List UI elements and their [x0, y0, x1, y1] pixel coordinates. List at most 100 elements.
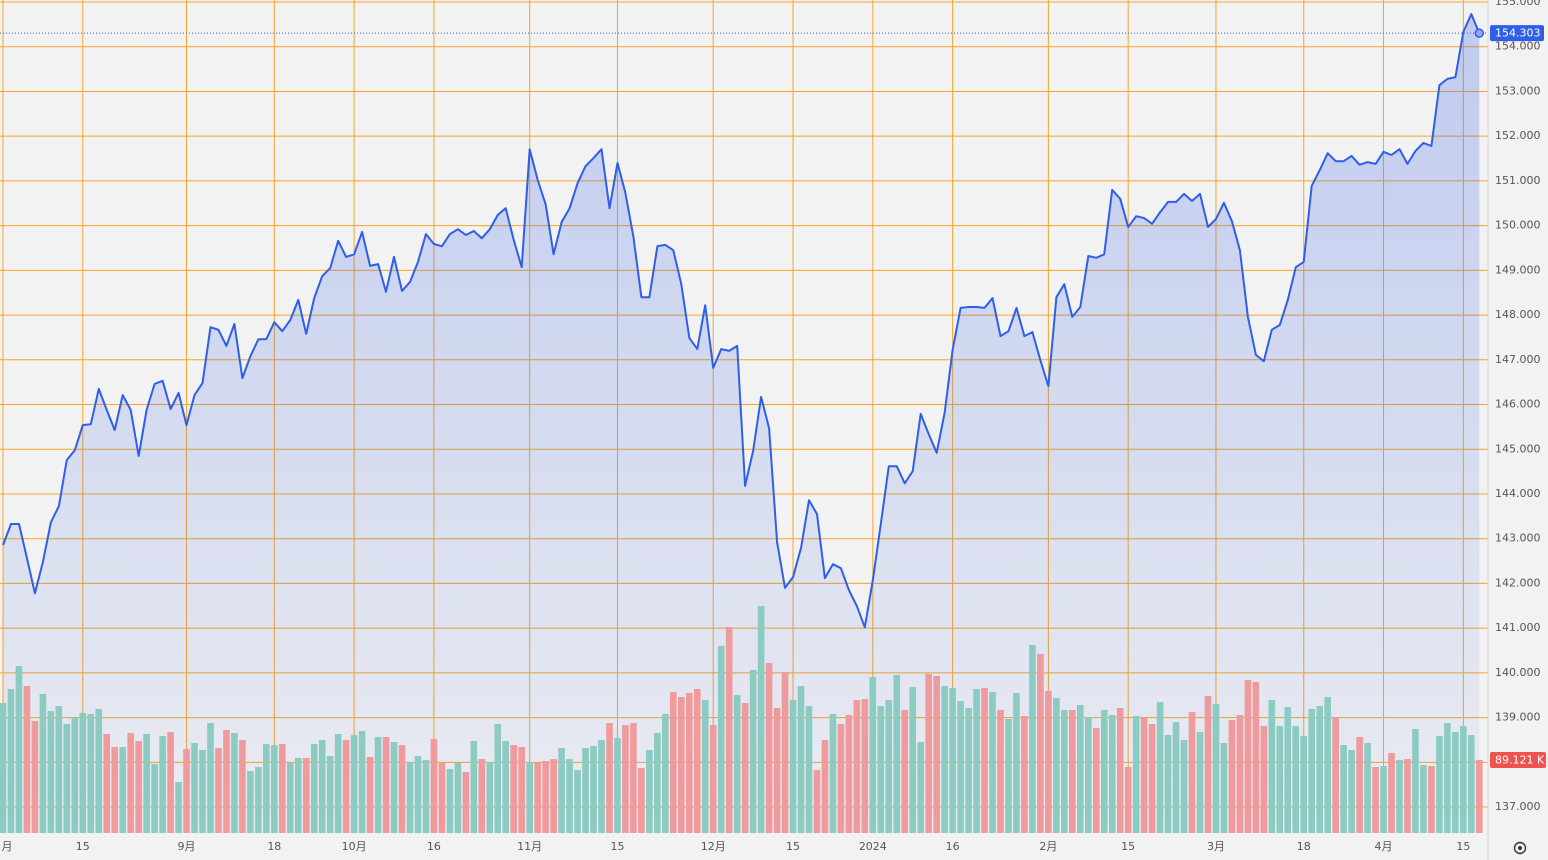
- volume-bar: [813, 770, 821, 833]
- volume-bar: [191, 742, 198, 833]
- volume-bar: [829, 713, 837, 833]
- volume-bar: [678, 697, 685, 833]
- volume-bar: [1308, 708, 1316, 833]
- volume-bar: [79, 713, 87, 833]
- y-tick-label: 155.000: [1495, 0, 1541, 8]
- volume-bar: [167, 732, 174, 833]
- x-tick-label: 月: [2, 840, 13, 853]
- volume-bar: [1420, 765, 1427, 833]
- volume-bar: [853, 699, 861, 833]
- settings-dot[interactable]: [1518, 846, 1522, 850]
- volume-bar: [159, 736, 166, 833]
- volume-bar: [622, 725, 629, 833]
- volume-bar: [614, 737, 621, 833]
- volume-bar: [350, 735, 358, 833]
- x-tick-label: 15: [610, 840, 624, 853]
- volume-bar: [358, 731, 366, 833]
- volume-bar: [1476, 760, 1483, 833]
- volume-bar: [430, 738, 438, 833]
- x-tick-label: 16: [427, 840, 441, 853]
- y-tick-label: 140.000: [1495, 666, 1541, 679]
- volume-bar: [941, 685, 948, 833]
- volume-bar: [255, 766, 262, 833]
- volume-bar: [797, 685, 805, 833]
- volume-bar: [566, 759, 573, 833]
- volume-bar: [510, 745, 518, 833]
- x-tick-label: 18: [1297, 840, 1311, 853]
- volume-bar: [670, 692, 677, 833]
- volume-bar: [1380, 765, 1387, 833]
- y-tick-label: 151.000: [1495, 174, 1541, 187]
- volume-bar: [949, 688, 956, 833]
- volume-bar: [1021, 716, 1028, 833]
- volume-bar: [805, 706, 813, 833]
- x-tick-label: 15: [1456, 840, 1470, 853]
- volume-bar: [1196, 732, 1204, 833]
- volume-bar: [55, 706, 63, 833]
- y-tick-label: 148.000: [1495, 308, 1541, 321]
- x-tick-label: 16: [946, 840, 960, 853]
- volume-bar: [1468, 735, 1475, 833]
- volume-bar: [1244, 679, 1252, 833]
- volume-bar: [917, 742, 924, 833]
- volume-bar: [1148, 723, 1156, 833]
- volume-bar: [1452, 732, 1459, 833]
- volume-bar: [701, 699, 709, 833]
- volume-bar: [1220, 742, 1228, 833]
- y-tick-label: 142.000: [1495, 576, 1541, 589]
- volume-bar: [231, 732, 238, 833]
- volume-bar: [725, 627, 733, 833]
- volume-bar: [71, 717, 79, 833]
- volume-bar: [1284, 707, 1292, 833]
- settings-ring[interactable]: [1513, 841, 1527, 855]
- volume-bar: [1100, 709, 1108, 833]
- volume-bar: [821, 740, 829, 833]
- volume-bar: [334, 733, 342, 833]
- volume-bar: [1332, 717, 1339, 833]
- volume-bar: [837, 723, 845, 833]
- volume-bar: [207, 722, 214, 833]
- volume-bar: [1212, 703, 1220, 833]
- volume-bar: [143, 733, 150, 833]
- volume-bar: [342, 740, 350, 833]
- volume-bar: [279, 743, 286, 833]
- volume-bar: [1316, 706, 1323, 833]
- volume-bar: [326, 756, 334, 833]
- volume-bar: [1188, 712, 1196, 833]
- volume-bar: [1364, 742, 1371, 833]
- last-point: [1474, 28, 1485, 38]
- x-tick-label: 11月: [517, 840, 542, 853]
- volume-label: 89.121 K: [1495, 754, 1545, 767]
- volume-bar: [1092, 727, 1100, 833]
- x-tick-label: 10月: [342, 840, 367, 853]
- volume-bar: [1300, 736, 1308, 833]
- volume-bar: [1053, 698, 1060, 833]
- volume-bar: [1108, 714, 1116, 833]
- volume-bar: [550, 759, 557, 833]
- x-tick-label: 12月: [701, 840, 726, 853]
- volume-bar: [1324, 697, 1331, 833]
- x-tick-label: 15: [76, 840, 90, 853]
- volume-bar: [382, 737, 390, 833]
- volume-bar: [877, 706, 885, 833]
- volume-bar: [925, 674, 932, 833]
- volume-bar: [662, 713, 669, 833]
- volume-bar: [31, 721, 39, 833]
- volume-bar: [773, 708, 781, 833]
- volume-bar: [909, 687, 917, 833]
- volume-bar: [534, 762, 541, 833]
- volume-bar: [286, 762, 294, 833]
- volume-bar: [1077, 704, 1084, 833]
- y-tick-label: 152.000: [1495, 129, 1541, 142]
- volume-bar: [542, 761, 549, 833]
- volume-bar: [1228, 719, 1236, 833]
- volume-bar: [366, 756, 374, 833]
- volume-bar: [1396, 760, 1403, 833]
- volume-bar: [965, 708, 972, 833]
- volume-bar: [0, 703, 7, 833]
- settings-icon[interactable]: [1513, 841, 1527, 855]
- volume-bar: [1372, 766, 1379, 833]
- volume-bar: [1268, 699, 1276, 833]
- volume-bar: [1156, 702, 1164, 833]
